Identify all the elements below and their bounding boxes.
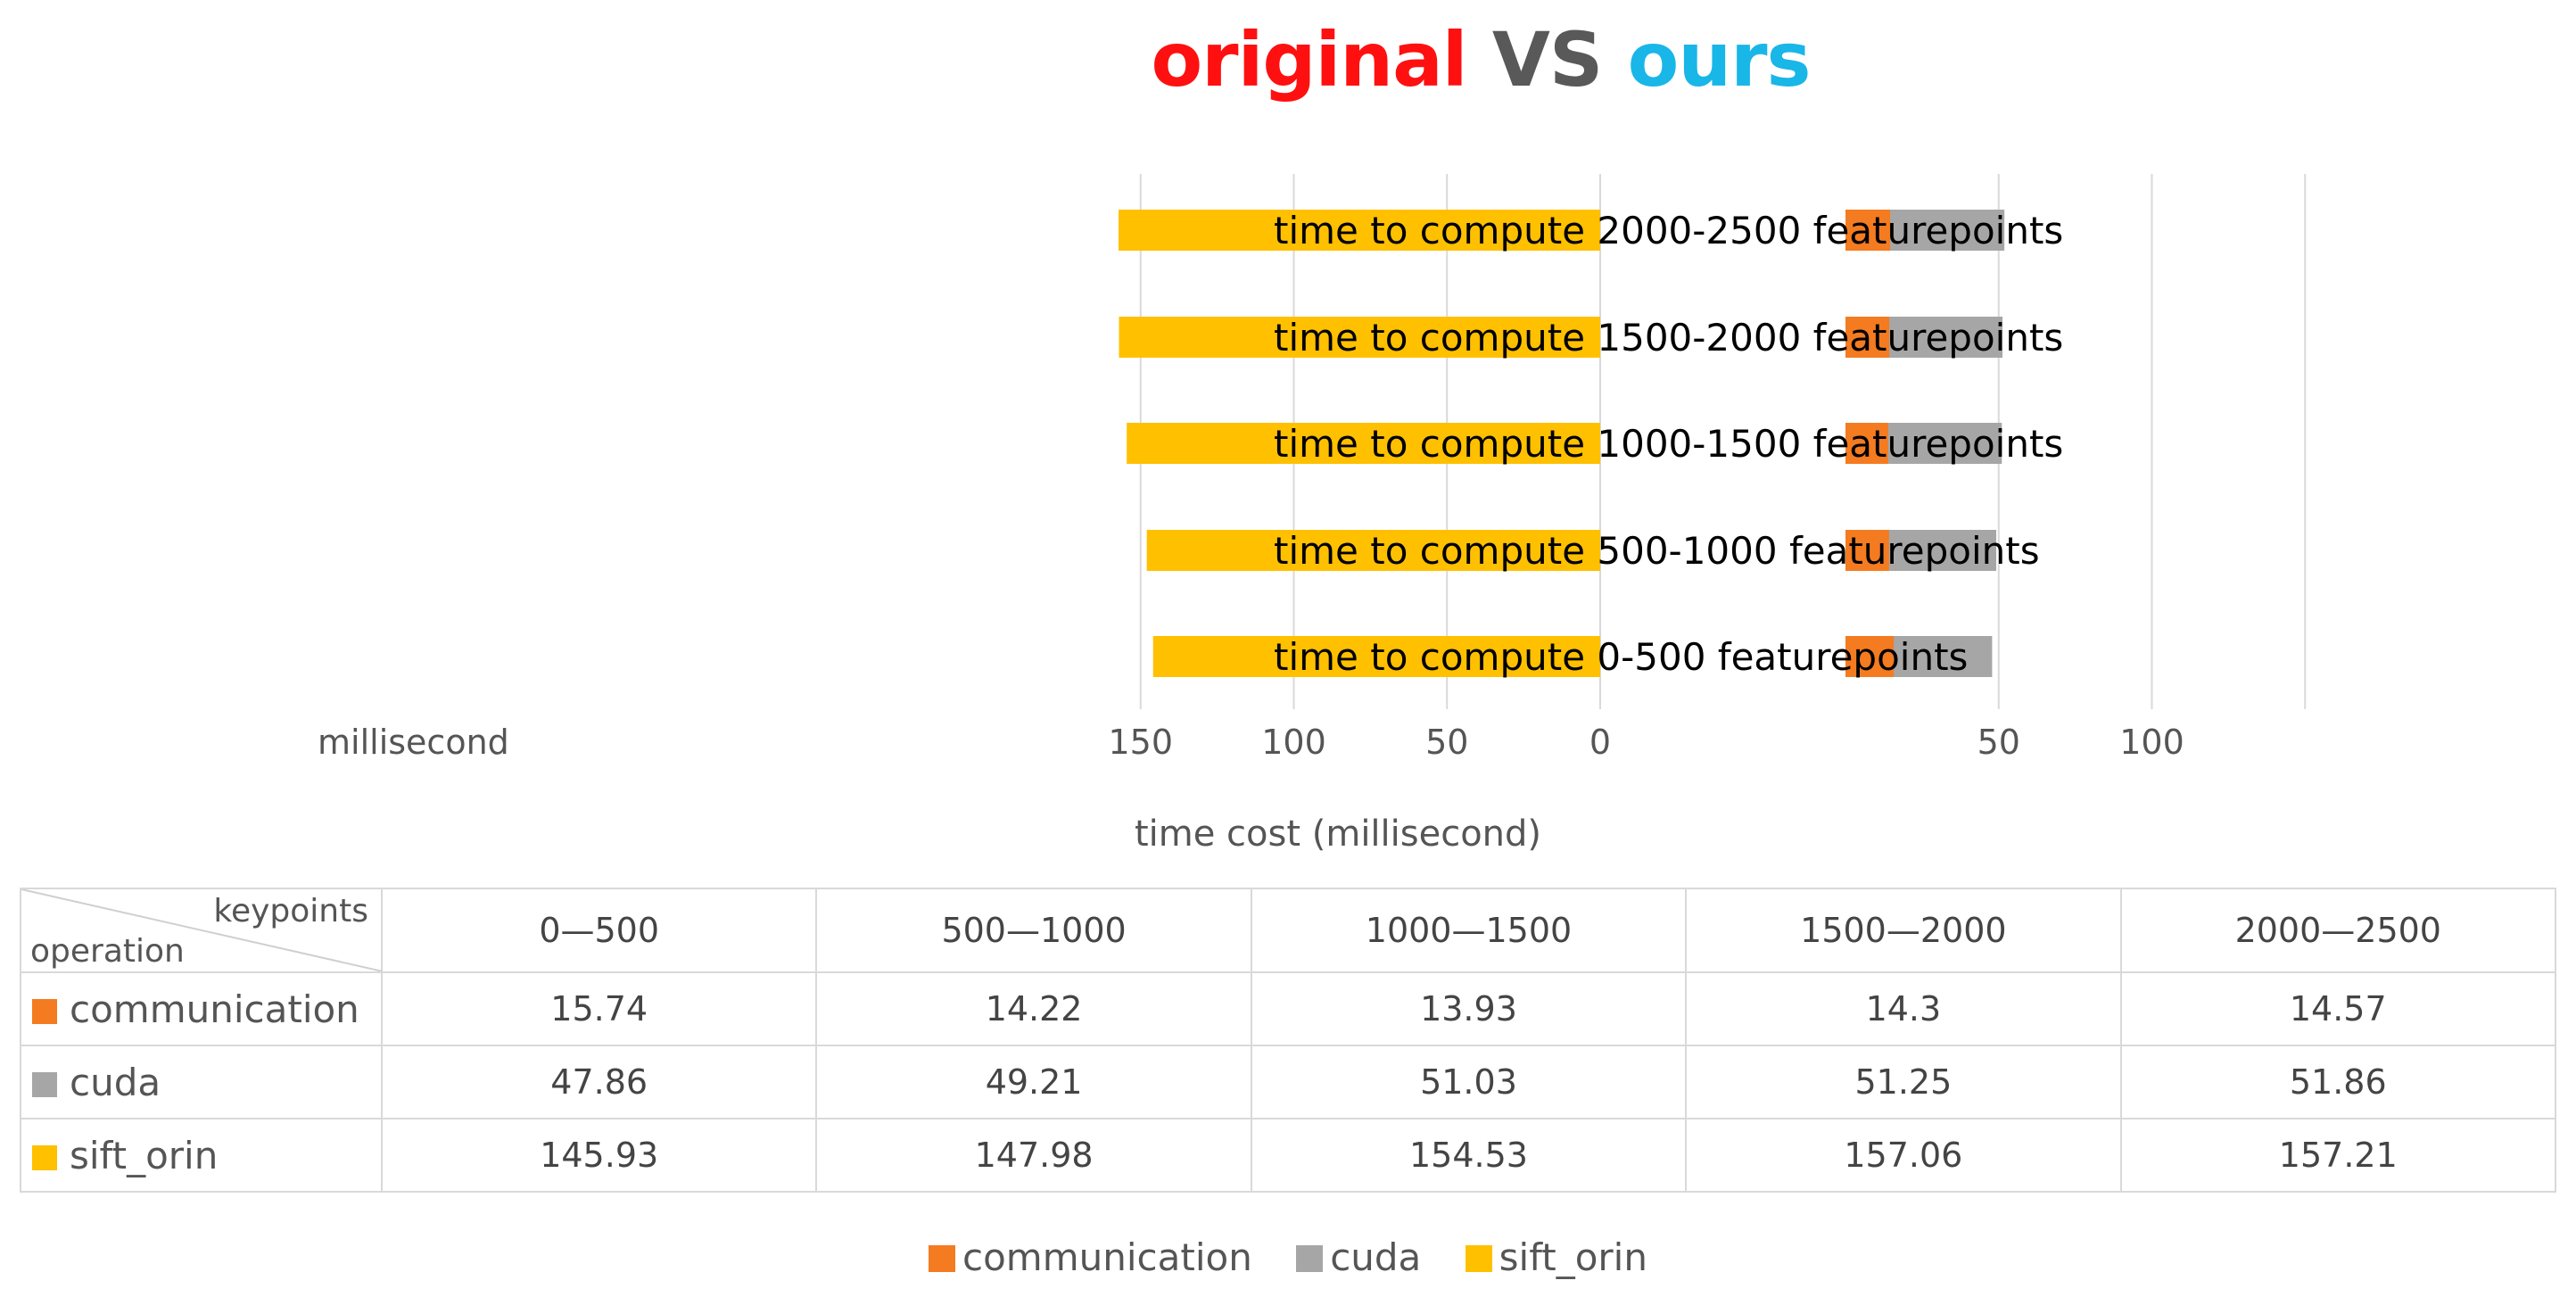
title-vs: VS [1491, 16, 1604, 103]
title-original: original [1151, 16, 1467, 103]
communication-swatch [929, 1245, 956, 1272]
table-cell: 14.3 [1685, 971, 2122, 1046]
legend: communication cuda sift_orin [0, 1235, 2576, 1279]
row-label: time to compute 0-500 featurepoints [1274, 635, 1968, 679]
bar-chart: time to compute 0-500 featurepoints time … [318, 174, 2307, 762]
bar-sift-orin [1152, 636, 1600, 677]
tick-label: 100 [2119, 723, 2184, 762]
table-row: communication 15.74 14.22 13.93 14.3 14.… [20, 971, 2557, 1046]
chart-title: original VS ours [0, 16, 2576, 103]
tick-label: 100 [1261, 723, 1326, 762]
table-cell: 157.21 [2119, 1118, 2557, 1193]
table-cell: 49.21 [815, 1045, 1252, 1119]
tick-label: 50 [1977, 723, 2020, 762]
axis-ticks: 150 100 50 0 50 100 [1108, 723, 2184, 762]
tick-label: 50 [1425, 723, 1468, 762]
table-corner-cell: keypoints operation [20, 888, 383, 973]
table-cell: 51.86 [2119, 1045, 2557, 1119]
cuda-swatch [32, 1071, 57, 1097]
bar-communication [1845, 530, 1889, 571]
row-header-cuda: cuda [20, 1045, 383, 1119]
row-label: time to compute 500-1000 featurepoints [1274, 529, 2040, 573]
bar-sift-orin [1127, 423, 1600, 464]
bar-sift-orin [1146, 530, 1600, 571]
row-labels: time to compute 0-500 featurepoints time … [1274, 209, 2063, 679]
legend-label: communication [962, 1235, 1252, 1279]
tick-label: 150 [1108, 723, 1173, 762]
bar-communication [1845, 636, 1895, 677]
table-cell: 13.93 [1250, 971, 1688, 1046]
column-header: 2000—2500 [2119, 888, 2557, 973]
communication-swatch [32, 998, 57, 1024]
row-label: cuda [70, 1060, 161, 1104]
row-label: sift_orin [70, 1133, 219, 1177]
table-header-row: keypoints operation 0—500 500—1000 1000—… [20, 888, 2557, 973]
title-ours: ours [1627, 16, 1812, 103]
table-cell: 145.93 [380, 1118, 818, 1193]
legend-item-cuda: cuda [1296, 1235, 1421, 1279]
table-cell: 154.53 [1250, 1118, 1688, 1193]
bar-communication [1845, 317, 1890, 358]
row-label: time to compute 1000-1500 featurepoints [1274, 422, 2063, 466]
table-cell: 51.25 [1685, 1045, 2122, 1119]
legend-item-communication: communication [929, 1235, 1252, 1279]
row-label: communication [70, 987, 359, 1031]
sift-orin-swatch [32, 1144, 57, 1170]
column-header: 1000—1500 [1250, 888, 1688, 973]
table-cell: 15.74 [380, 971, 818, 1046]
corner-diagonal [21, 889, 383, 971]
row-header-sift-orin: sift_orin [20, 1118, 383, 1193]
column-header: 0—500 [380, 888, 818, 973]
legend-label: sift_orin [1499, 1235, 1647, 1279]
legend-item-sift-orin: sift_orin [1465, 1235, 1647, 1279]
table-row: cuda 47.86 49.21 51.03 51.25 51.86 [20, 1045, 2557, 1119]
corner-operation-label: operation [30, 933, 185, 970]
table-cell: 147.98 [815, 1118, 1252, 1193]
table-cell: 51.03 [1250, 1045, 1688, 1119]
column-header: 500—1000 [815, 888, 1252, 973]
sift-orin-swatch [1465, 1245, 1492, 1272]
row-header-communication: communication [20, 971, 383, 1046]
row-label: time to compute 2000-2500 featurepoints [1274, 209, 2063, 252]
legend-label: cuda [1330, 1235, 1422, 1279]
table-cell: 157.06 [1685, 1118, 2122, 1193]
table-cell: 14.57 [2119, 971, 2557, 1046]
column-header: 1500—2000 [1685, 888, 2122, 973]
corner-keypoints-label: keypoints [213, 893, 368, 929]
tick-label: 0 [1589, 723, 1611, 762]
bars [1118, 210, 2005, 677]
bar-communication [1845, 423, 1888, 464]
cuda-swatch [1296, 1245, 1324, 1272]
table-row: sift_orin 145.93 147.98 154.53 157.06 15… [20, 1118, 2557, 1193]
bar-sift-orin [1119, 317, 1600, 358]
axis-unit-label: millisecond [318, 723, 509, 762]
x-axis-label: time cost (millisecond) [1134, 814, 1542, 855]
table-cell: 14.22 [815, 971, 1252, 1046]
row-label: time to compute 1500-2000 featurepoints [1274, 316, 2063, 359]
bar-sift-orin [1118, 210, 1600, 251]
bar-communication [1845, 210, 1891, 251]
data-table: keypoints operation 0—500 500—1000 1000—… [20, 888, 2557, 1193]
table-cell: 47.86 [380, 1045, 818, 1119]
